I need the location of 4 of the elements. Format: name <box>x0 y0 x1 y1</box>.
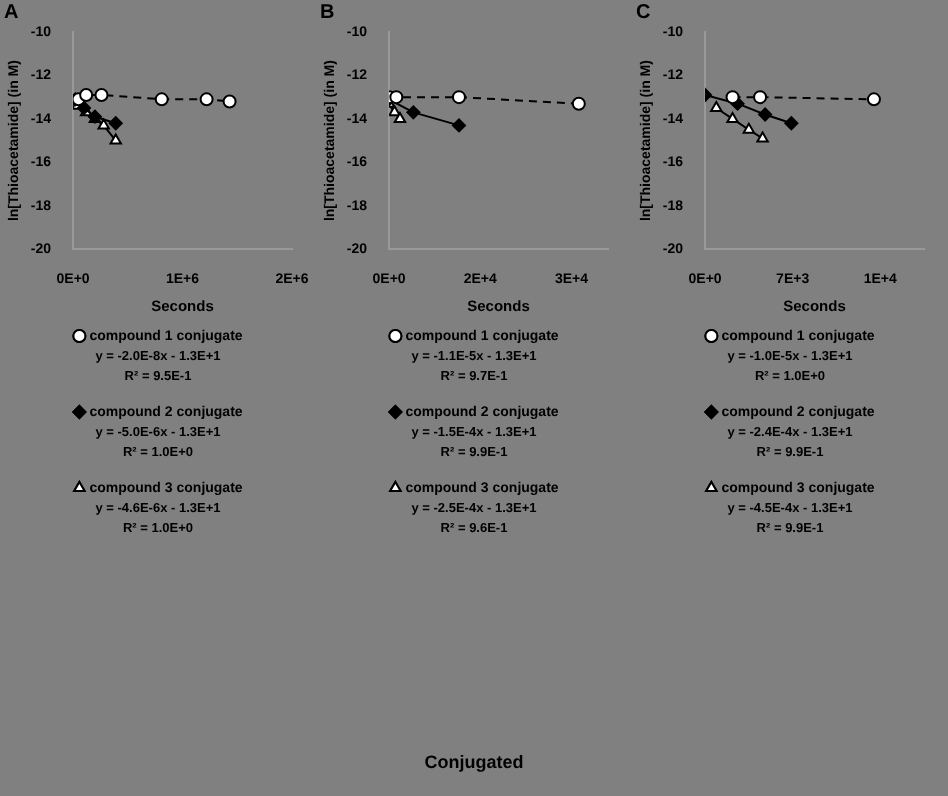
chart-title: B <box>320 1 335 24</box>
chart-title: C <box>636 1 651 24</box>
chart-title: A <box>4 1 19 24</box>
text: Conjugated <box>422 752 526 772</box>
